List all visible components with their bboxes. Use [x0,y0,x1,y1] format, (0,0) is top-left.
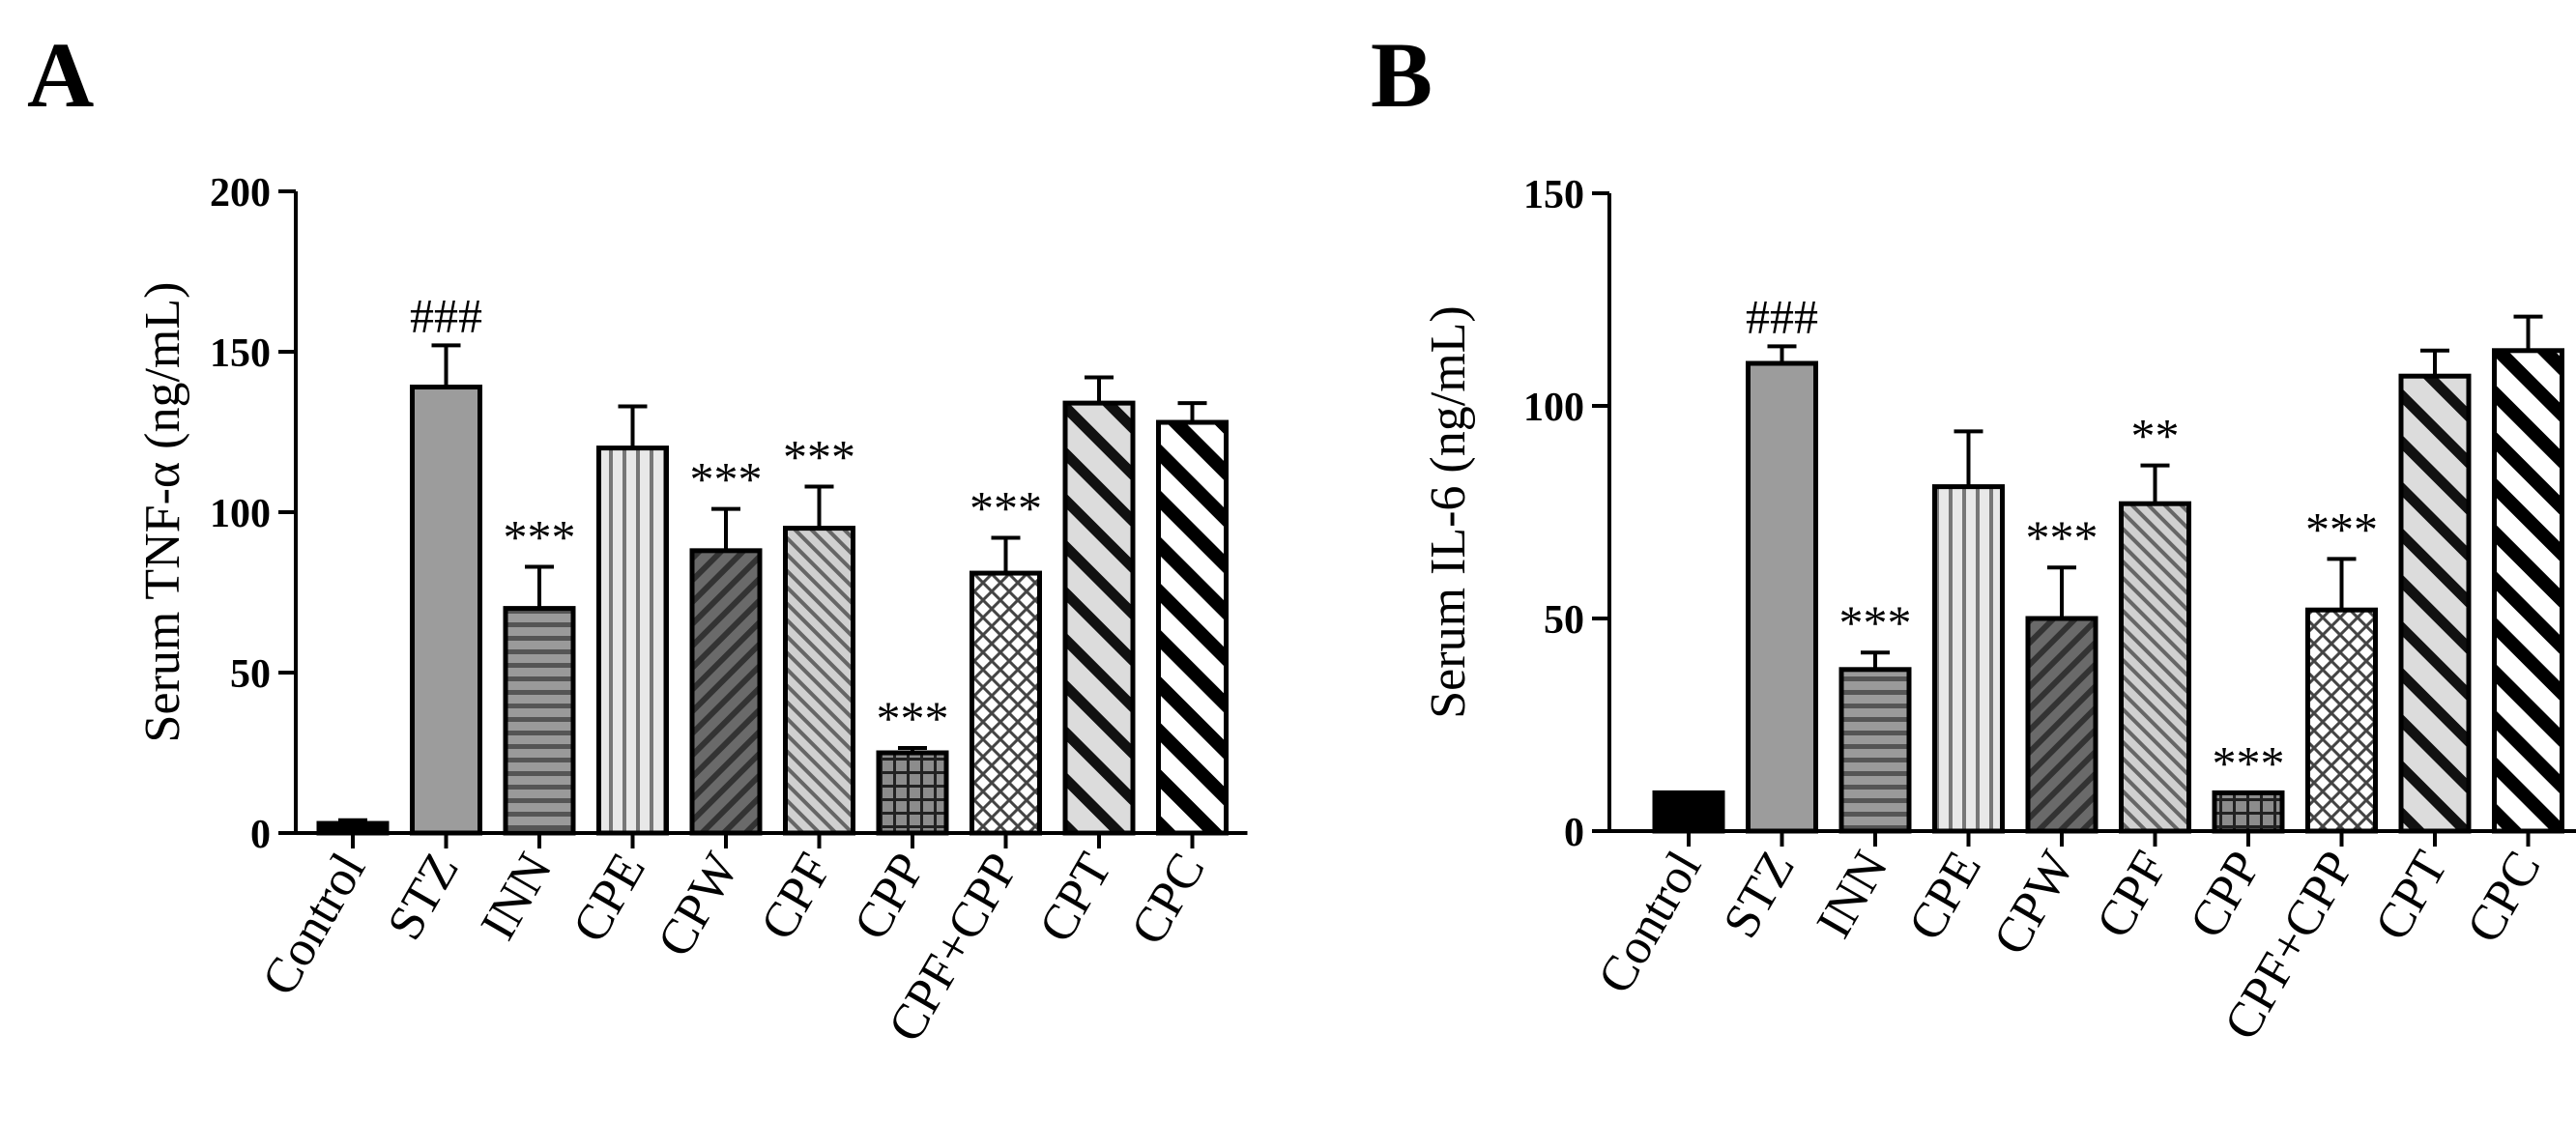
bar-cpe [596,446,669,836]
x-tick-label: CPF [750,845,843,950]
significance-label: *** [970,481,1042,535]
x-tick-label: CPC [1120,845,1216,955]
y-axis-label: Serum IL-6 (ng/mL) [1421,305,1476,718]
bar-cpe [1932,484,2005,834]
y-tick-label: 50 [1544,598,1584,643]
significance-label: ### [1746,289,1818,343]
y-tick-label: 150 [1523,173,1584,217]
significance-label: *** [877,691,949,745]
bar-stz [1746,360,1818,834]
bar-inn [1838,667,1912,834]
bar-cpp [876,750,949,836]
panel-letter: B [1371,23,1433,127]
bar-control [1652,790,1725,834]
panel-a: A Serum TNF-α (ng/mL) 0 50 100 150 200 Control #… [27,23,1248,1051]
x-tick-label: INN [1807,843,1899,948]
significance-label: *** [783,429,855,483]
y-axis-label: Serum TNF-α (ng/mL) [135,282,190,743]
x-tick-label: INN [471,845,564,950]
panel-b: B Serum IL-6 (ng/mL) 0 50 100 150 Control ### ST… [1371,23,2576,1049]
significance-label: *** [690,452,763,506]
x-tick-label: Control [1588,843,1713,1003]
x-tick-label: CPE [563,845,656,952]
x-tick-label: CPF [2086,843,2179,948]
significance-label: ** [2131,409,2180,463]
x-tick-label: CPE [1898,843,1992,950]
bar-cpc [1156,419,1229,836]
x-tick-label: CPT [2364,843,2458,950]
significance-label: ### [410,288,482,342]
y-tick-label: 150 [210,331,271,376]
significance-label: *** [2026,510,2098,564]
y-tick-label: 100 [210,492,271,536]
significance-label: *** [2305,502,2378,556]
y-tick-label: 0 [1564,811,1584,855]
y-tick-label: 200 [210,171,271,216]
bar-cpc [2492,348,2564,834]
bar-control [316,820,390,836]
bar-inn [503,606,576,836]
bar-cpf-cpp [2305,607,2378,834]
x-tick-label: CPP [2180,843,2272,948]
panel-letter: A [27,23,94,127]
bar-cpt [1062,400,1136,836]
x-tick-label: STZ [1713,843,1806,948]
x-tick-label: CPC [2456,843,2552,953]
x-tick-label: CPW [648,845,750,966]
x-tick-label: STZ [377,845,470,950]
bar-cpf [2119,501,2191,834]
bar-cpf [783,526,855,836]
significance-label: *** [504,509,576,563]
bar-cpp [2212,790,2285,834]
y-tick-label: 0 [250,813,271,857]
significance-label: *** [2213,735,2285,790]
significance-label: *** [1839,595,1912,649]
y-tick-label: 100 [1523,386,1584,430]
x-tick-label: CPT [1028,845,1122,952]
y-tick-label: 50 [230,652,271,697]
bar-cpw [689,548,763,836]
x-tick-label: CPW [1983,843,2086,964]
x-tick-label: Control [252,845,377,1005]
x-tick-label: CPP [844,845,937,950]
bar-cpw [2025,616,2098,834]
bar-stz [410,385,482,836]
bar-cpt [2398,373,2472,834]
bar-cpf-cpp [970,570,1042,836]
